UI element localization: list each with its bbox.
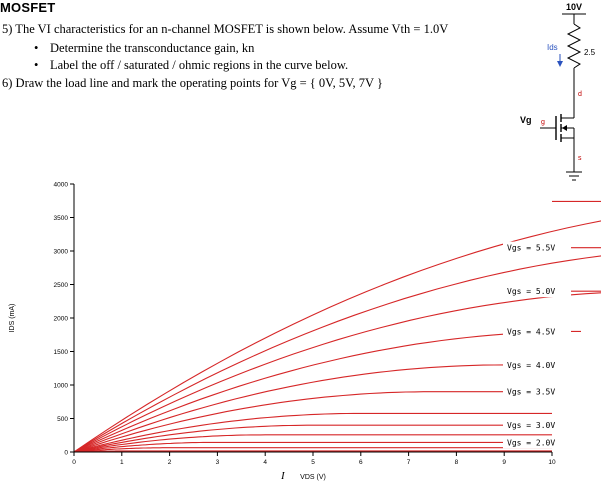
source-pin-label: s (578, 155, 582, 162)
question-5-bullet-2: • Label the off / saturated / ohmic regio… (34, 58, 348, 73)
series-label-bg (503, 325, 571, 338)
curve-6 (73, 412, 552, 453)
curve-3 (73, 441, 552, 453)
gate-label: Vg (520, 115, 532, 125)
series-label: Vgs = 5.0V (507, 287, 555, 296)
curve-2 (73, 447, 552, 453)
mosfet-circuit: 10V 2.5 Ids d Vg g s (520, 2, 596, 181)
curve-4 (73, 434, 552, 453)
x-tick-label: 10 (548, 459, 556, 466)
y-tick-label: 4000 (54, 182, 69, 189)
x-tick-label: 7 (407, 459, 411, 466)
current-label: Ids (547, 43, 558, 52)
curve-12 (73, 200, 601, 453)
y-tick-label: 3500 (54, 215, 69, 222)
x-tick-label: 0 (72, 459, 76, 466)
y-tick-label: 2500 (54, 282, 69, 289)
curve-10 (73, 290, 601, 453)
bullet-text: Label the off / saturated / ohmic region… (50, 58, 349, 72)
current-arrow-head-icon (557, 61, 563, 67)
series-label: Vgs = 3.0V (507, 421, 555, 430)
x-tick-label: 4 (263, 459, 267, 466)
question-5-bullet-1: • Determine the transconductance gain, kn (34, 41, 254, 56)
bullet-dot: • (34, 41, 39, 55)
bullet-dot: • (34, 58, 39, 72)
series-label: Vgs = 4.0V (507, 361, 555, 370)
drain-pin-label: d (578, 91, 582, 98)
y-tick-label: 1500 (54, 349, 69, 356)
series-label-bg (503, 385, 571, 398)
y-tick-label: 500 (57, 416, 68, 423)
resistor-label: 2.5 (584, 48, 596, 57)
y-tick-label: 1000 (54, 383, 69, 390)
series-label-bg (503, 241, 571, 254)
y-tick-label: 0 (64, 450, 68, 457)
stray-mark: I (280, 470, 286, 482)
series-label-bg (503, 419, 571, 432)
x-tick-label: 3 (216, 459, 220, 466)
y-tick-label: 2000 (54, 316, 69, 323)
body-arrow-icon (562, 125, 567, 131)
series-label: Vgs = 2.0V (507, 438, 555, 447)
curve-5 (73, 424, 552, 453)
y-tick-label: 3000 (54, 249, 69, 256)
x-tick-label: 8 (455, 459, 459, 466)
x-tick-label: 9 (502, 459, 506, 466)
series-label: Vgs = 5.5V (507, 244, 555, 253)
question-5: 5) The VI characteristics for an n-chann… (2, 22, 449, 36)
series-label-bg (503, 436, 571, 449)
x-axis-label: VDS (V) (300, 474, 326, 481)
bullet-text: Determine the transconductance gain, kn (50, 41, 255, 55)
series-label-bg (503, 285, 571, 298)
x-tick-label: 1 (120, 459, 124, 466)
curve-8 (73, 364, 552, 453)
gate-pin-label: g (541, 119, 545, 126)
series-label: Vgs = 4.5V (507, 327, 555, 336)
question-6: 6) Draw the load line and mark the opera… (2, 76, 383, 90)
x-tick-label: 2 (168, 459, 172, 466)
x-tick-label: 5 (311, 459, 315, 466)
series-label: Vgs = 3.5V (507, 388, 555, 397)
curve-11 (73, 247, 601, 453)
page-title: MOSFET (0, 0, 56, 15)
series-label-bg (503, 358, 571, 371)
resistor-icon (566, 23, 582, 69)
x-tick-label: 6 (359, 459, 363, 466)
curve-7 (73, 391, 552, 453)
y-axis-label: IDS (mA) (9, 304, 16, 333)
supply-label: 10V (566, 2, 582, 12)
